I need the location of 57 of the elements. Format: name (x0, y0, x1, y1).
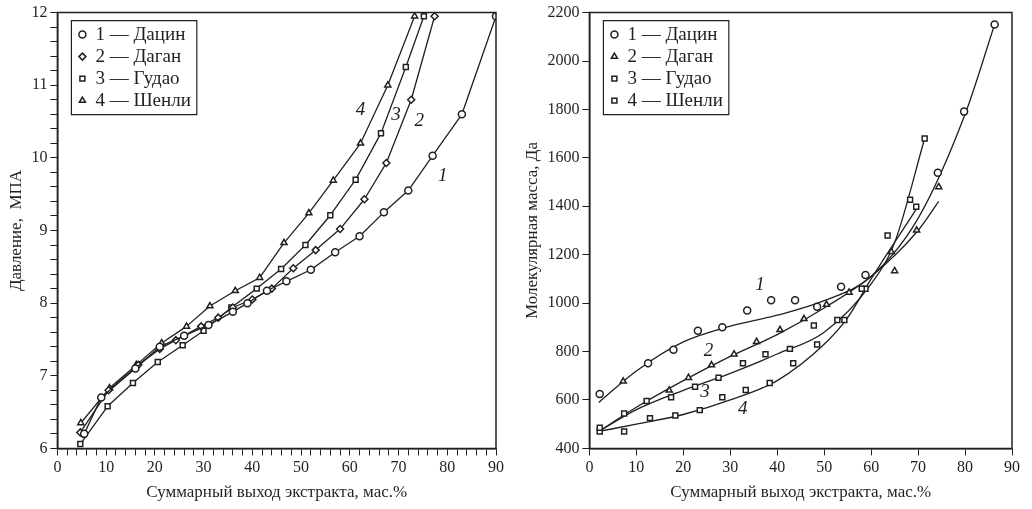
x-tick-label: 30 (195, 458, 212, 476)
legend-label: 1 — Дацин (95, 22, 186, 44)
y-tick-label: 9 (39, 220, 48, 238)
x-tick-label: 10 (98, 458, 115, 476)
annotation: 1 (437, 163, 448, 185)
legend-label: 3 — Гудао (95, 66, 180, 88)
annotation: 4 (738, 397, 749, 419)
x-tick-label: 0 (585, 458, 594, 476)
y-tick-label: 8 (39, 293, 48, 311)
annotation: 3 (699, 379, 710, 401)
legend-label: 2 — Даган (627, 44, 714, 66)
y-tick-label: 1000 (547, 293, 580, 311)
x-tick-label: 0 (53, 458, 62, 476)
y-tick-label: 6 (39, 438, 48, 456)
x-tick-label: 50 (293, 458, 310, 476)
legend-label: 4 — Шенли (95, 88, 191, 110)
y-axis-title: Молекулярная масса, Да (521, 141, 541, 319)
y-tick-label: 10 (31, 148, 48, 166)
annotation: 2 (703, 338, 714, 360)
legend-label: 3 — Гудао (627, 66, 712, 88)
x-tick-label: 80 (957, 458, 974, 476)
x-tick-label: 40 (244, 458, 261, 476)
x-tick-label: 60 (863, 458, 880, 476)
y-tick-label: 11 (31, 75, 48, 93)
legend-label: 2 — Даган (95, 44, 182, 66)
x-axis-title: Суммарный выход экстракта, мас.% (670, 482, 932, 502)
y-axis-title: Давление, МПА (5, 169, 25, 292)
x-tick-label: 80 (439, 458, 456, 476)
y-tick-label: 1400 (547, 196, 580, 214)
y-tick-label: 1600 (547, 148, 580, 166)
y-tick-label: 600 (555, 390, 580, 408)
annotation: 3 (390, 103, 401, 125)
y-tick-label: 2200 (547, 2, 580, 20)
annotation: 4 (355, 98, 366, 120)
x-tick-label: 30 (722, 458, 739, 476)
y-tick-label: 7 (39, 365, 48, 383)
x-axis-title: Суммарный выход экстракта, мас.% (146, 482, 408, 502)
x-tick-label: 90 (1004, 458, 1020, 476)
annotation: 2 (414, 108, 425, 130)
legend-label: 4 — Шенли (627, 88, 723, 110)
y-tick-label: 1800 (547, 99, 580, 117)
x-tick-label: 70 (390, 458, 407, 476)
x-tick-label: 70 (910, 458, 927, 476)
y-tick-label: 12 (31, 2, 48, 20)
x-tick-label: 20 (675, 458, 692, 476)
y-tick-label: 2000 (547, 51, 580, 69)
y-tick-label: 400 (555, 438, 580, 456)
y-tick-label: 800 (555, 341, 580, 359)
x-tick-label: 10 (628, 458, 645, 476)
y-tick-label: 1200 (547, 244, 580, 262)
annotation: 1 (755, 273, 765, 295)
legend-label: 1 — Дацин (627, 22, 718, 44)
x-tick-label: 20 (146, 458, 163, 476)
x-tick-label: 40 (769, 458, 786, 476)
x-tick-label: 60 (341, 458, 358, 476)
x-tick-label: 90 (488, 458, 504, 476)
x-tick-label: 50 (816, 458, 833, 476)
